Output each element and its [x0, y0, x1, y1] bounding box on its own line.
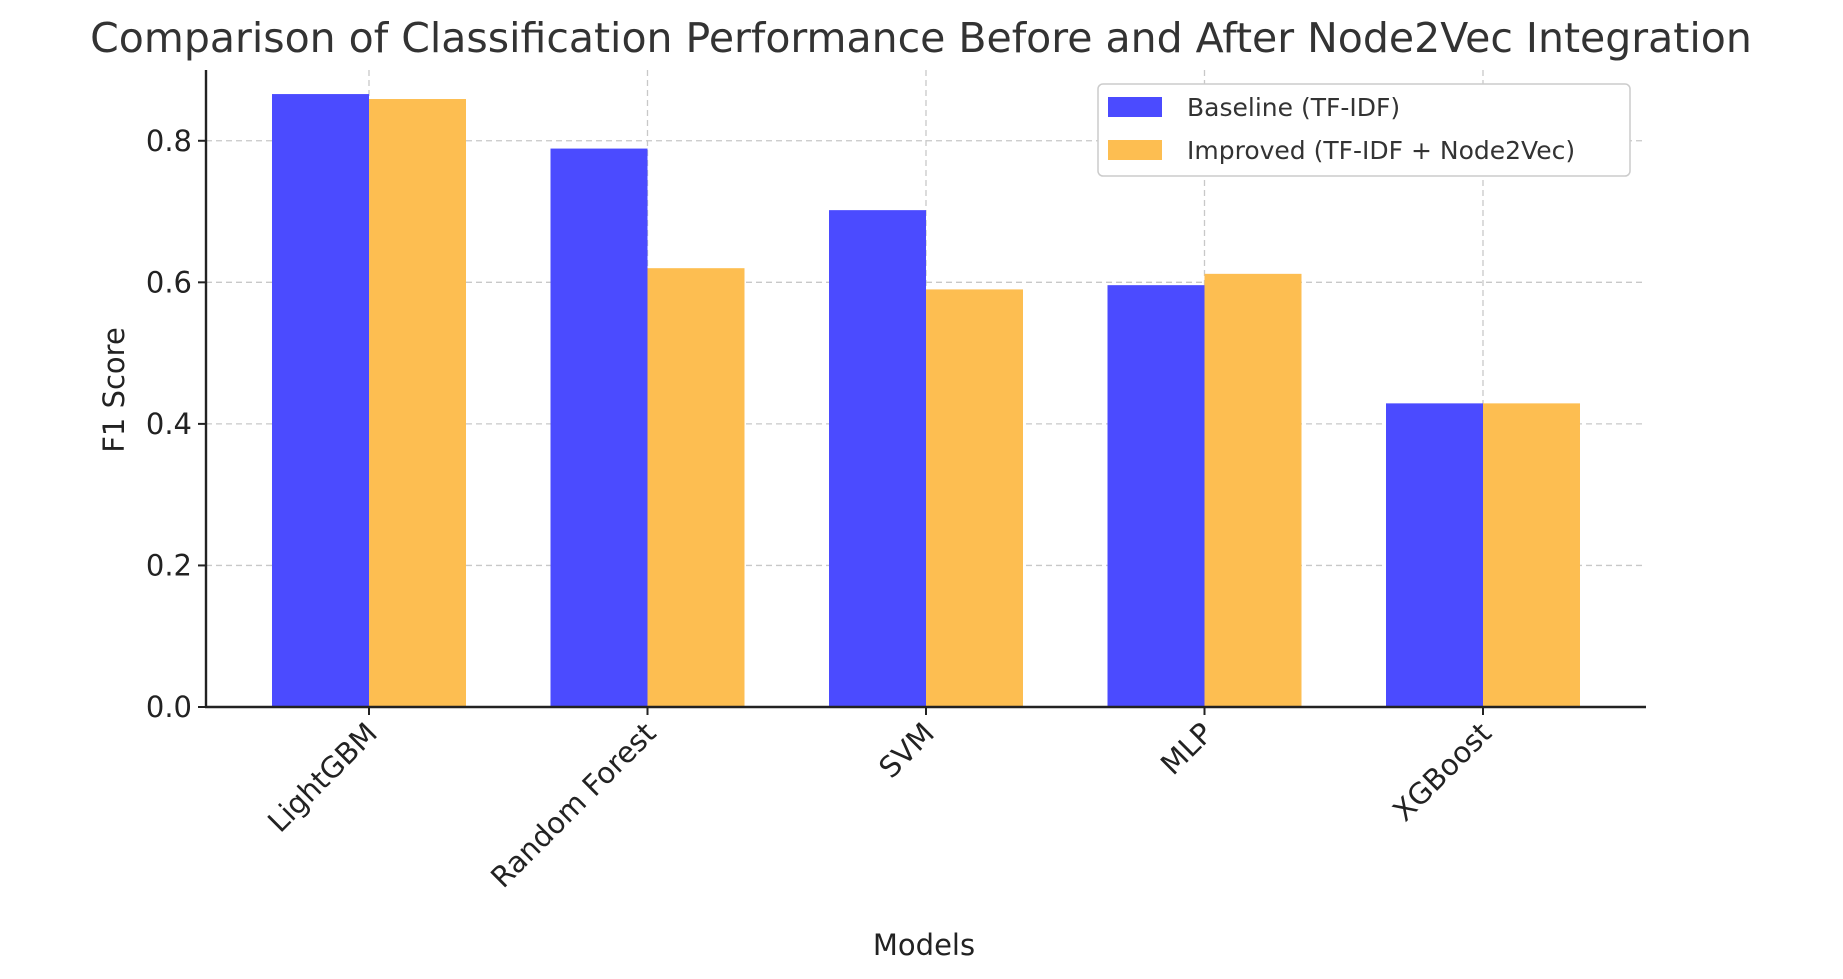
bar-baseline-random-forest [550, 148, 648, 707]
y-tick-label: 0.6 [146, 265, 192, 299]
y-ticks: 0.0 0.2 0.4 0.6 0.8 [146, 124, 206, 724]
bar-improved-lightgbm [369, 99, 466, 707]
bar-improved-random-forest [647, 268, 745, 707]
x-tick-label: XGBoost [1386, 716, 1498, 828]
legend-swatch-improved [1108, 140, 1162, 160]
x-tick-label: Random Forest [484, 716, 662, 894]
x-ticks: LightGBM Random Forest SVM MLP XGBoost [261, 707, 1498, 894]
legend-label-improved: Improved (TF-IDF + Node2Vec) [1187, 136, 1575, 165]
bar-improved-xgboost [1483, 403, 1580, 707]
bar-baseline-svm [829, 210, 926, 707]
legend-swatch-baseline [1108, 97, 1162, 117]
x-tick-label: LightGBM [261, 716, 384, 839]
legend-label-baseline: Baseline (TF-IDF) [1187, 93, 1400, 122]
bar-baseline-mlp [1107, 285, 1205, 707]
y-axis-label: F1 Score [97, 327, 131, 453]
bar-improved-svm [926, 289, 1023, 707]
x-tick-label: SVM [872, 716, 941, 785]
y-tick-label: 0.8 [146, 124, 192, 158]
y-tick-label: 0.0 [146, 690, 192, 724]
x-axis-label: Models [873, 928, 975, 962]
bar-improved-mlp [1204, 273, 1302, 707]
bar-baseline-lightgbm [272, 94, 369, 707]
y-tick-label: 0.4 [146, 407, 192, 441]
bar-baseline-xgboost [1386, 403, 1483, 707]
bars [272, 94, 1580, 707]
legend-frame [1097, 83, 1631, 177]
legend: Baseline (TF-IDF) Improved (TF-IDF + Nod… [1097, 83, 1631, 177]
chart-title: Comparison of Classification Performance… [90, 14, 1752, 62]
x-tick-label: MLP [1154, 716, 1220, 782]
y-tick-label: 0.2 [146, 548, 192, 582]
